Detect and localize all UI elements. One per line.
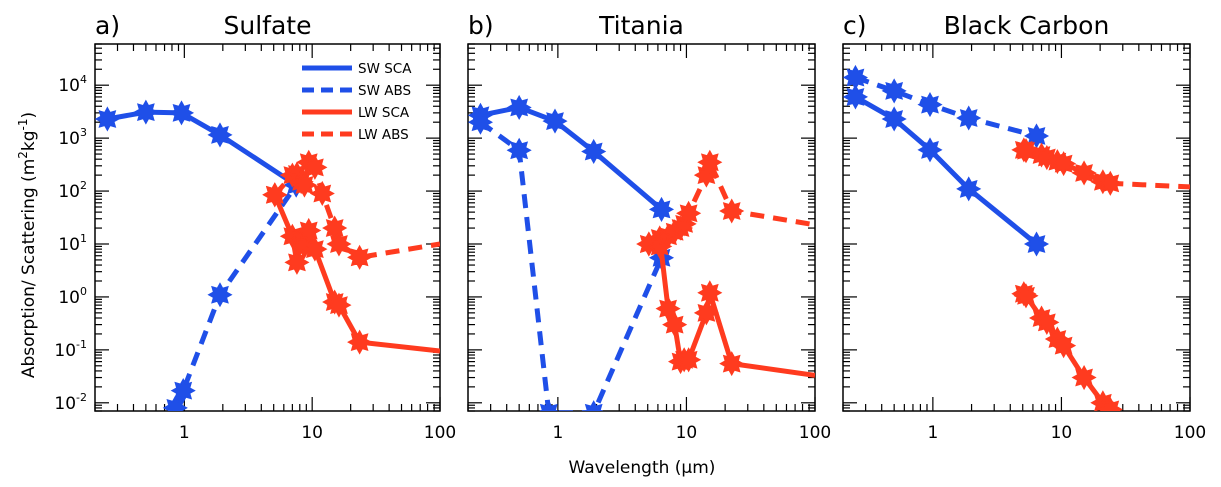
data-point-marker bbox=[168, 100, 195, 126]
data-point-marker bbox=[296, 217, 322, 244]
data-point-marker bbox=[1071, 160, 1097, 186]
series-group bbox=[468, 94, 815, 411]
data-point-marker bbox=[1034, 309, 1060, 335]
panel-3: c) Black Carbon 1 10 100 bbox=[842, 11, 1206, 443]
data-point-marker bbox=[95, 106, 120, 132]
data-point-marker bbox=[917, 92, 943, 118]
data-point-marker bbox=[881, 106, 907, 132]
panel-title: Sulfate bbox=[224, 11, 312, 40]
data-point-marker bbox=[291, 172, 317, 198]
y-tick-label: 100 bbox=[58, 285, 87, 308]
series-group bbox=[95, 99, 440, 411]
data-point-marker bbox=[468, 109, 494, 135]
data-point-marker bbox=[956, 176, 982, 202]
x-tick-label: 100 bbox=[424, 423, 456, 443]
plot-frame bbox=[94, 43, 441, 412]
data-point-marker bbox=[693, 300, 719, 326]
y-tick-label: 10-1 bbox=[54, 338, 87, 361]
data-point-marker bbox=[719, 351, 745, 377]
panel-label: a) bbox=[95, 11, 120, 40]
panel-1: a) Sulfate 1 10 100 10-2 10-1 100 101 102 103 104 SW… bbox=[54, 11, 456, 443]
data-point-marker bbox=[326, 231, 352, 257]
legend: SW SCA SW ABS LW SCA LW ABS bbox=[302, 61, 412, 143]
x-tick-label: 10 bbox=[676, 423, 698, 443]
x-tick-label: 1 bbox=[927, 423, 938, 443]
data-point-marker bbox=[506, 94, 532, 120]
data-point-marker bbox=[262, 182, 288, 208]
data-point-marker bbox=[170, 378, 196, 404]
data-point-marker bbox=[1023, 123, 1050, 149]
panel-label: b) bbox=[468, 11, 494, 40]
x-tick-label: 100 bbox=[799, 423, 831, 443]
x-axis-label: Wavelength (μm) bbox=[569, 458, 716, 478]
data-point-marker bbox=[719, 198, 745, 224]
data-point-marker bbox=[542, 108, 568, 134]
data-point-marker bbox=[956, 105, 982, 131]
panel-label: c) bbox=[843, 11, 867, 40]
data-point-marker bbox=[662, 312, 688, 338]
data-point-marker bbox=[1013, 138, 1039, 164]
panel-2: b) Titania 1 10 100 bbox=[467, 11, 831, 443]
series-line-sw-sca bbox=[106, 109, 298, 188]
series-line-lw-sca bbox=[272, 193, 440, 354]
data-point-marker bbox=[843, 84, 869, 110]
x-tick-label: 10 bbox=[301, 423, 323, 443]
data-point-marker bbox=[347, 244, 373, 270]
series-group bbox=[843, 64, 1190, 411]
data-point-marker bbox=[676, 200, 702, 226]
data-point-marker bbox=[1051, 333, 1077, 359]
data-point-marker bbox=[322, 215, 348, 241]
data-point-marker bbox=[309, 180, 335, 207]
data-point-marker bbox=[347, 329, 373, 355]
data-point-marker bbox=[917, 137, 943, 163]
y-tick-label: 102 bbox=[58, 179, 87, 202]
data-point-marker bbox=[1051, 151, 1077, 177]
y-tick-label: 103 bbox=[58, 126, 87, 149]
panel-title: Black Carbon bbox=[944, 11, 1110, 40]
data-point-marker bbox=[581, 138, 607, 165]
data-point-marker bbox=[1097, 170, 1123, 196]
data-point-marker bbox=[302, 154, 328, 180]
legend-label: SW SCA bbox=[358, 61, 412, 77]
y-tick-label: 10-2 bbox=[54, 391, 87, 414]
y-tick-label: 104 bbox=[58, 73, 87, 96]
y-axis-label: Absorption/ Scattering (m2kg-1) bbox=[16, 112, 39, 378]
data-point-marker bbox=[506, 137, 532, 163]
data-point-marker bbox=[1023, 231, 1050, 257]
legend-label: LW ABS bbox=[358, 127, 409, 143]
data-point-marker bbox=[1013, 283, 1039, 309]
data-point-marker bbox=[1071, 364, 1097, 391]
series-line-sw-sca bbox=[479, 104, 664, 212]
legend-label: SW ABS bbox=[358, 83, 411, 99]
series-line-sw-abs bbox=[173, 183, 299, 409]
data-point-marker bbox=[302, 236, 328, 262]
data-point-marker bbox=[207, 122, 233, 148]
data-point-marker bbox=[843, 64, 869, 91]
data-point-marker bbox=[697, 149, 723, 175]
data-point-marker bbox=[133, 99, 159, 125]
legend-label: LW SCA bbox=[358, 105, 410, 121]
data-point-marker bbox=[881, 78, 907, 104]
data-point-marker bbox=[1097, 396, 1123, 411]
data-point-marker bbox=[326, 292, 352, 318]
x-tick-label: 1 bbox=[552, 423, 563, 443]
x-tick-label: 1 bbox=[179, 423, 190, 443]
data-point-marker bbox=[697, 280, 723, 306]
data-point-marker bbox=[539, 400, 559, 411]
x-tick-label: 10 bbox=[1051, 423, 1073, 443]
series-line-sw-abs bbox=[854, 75, 1038, 139]
series-line-sw-abs bbox=[478, 120, 664, 411]
data-point-marker bbox=[207, 282, 233, 308]
data-point-marker bbox=[584, 400, 604, 411]
y-tick-label: 101 bbox=[58, 232, 87, 255]
x-tick-label: 100 bbox=[1174, 423, 1206, 443]
data-point-marker bbox=[648, 196, 675, 222]
data-point-marker bbox=[676, 347, 702, 373]
data-point-marker bbox=[284, 249, 310, 275]
data-point-marker bbox=[162, 395, 188, 411]
panel-title: Titania bbox=[598, 11, 684, 40]
